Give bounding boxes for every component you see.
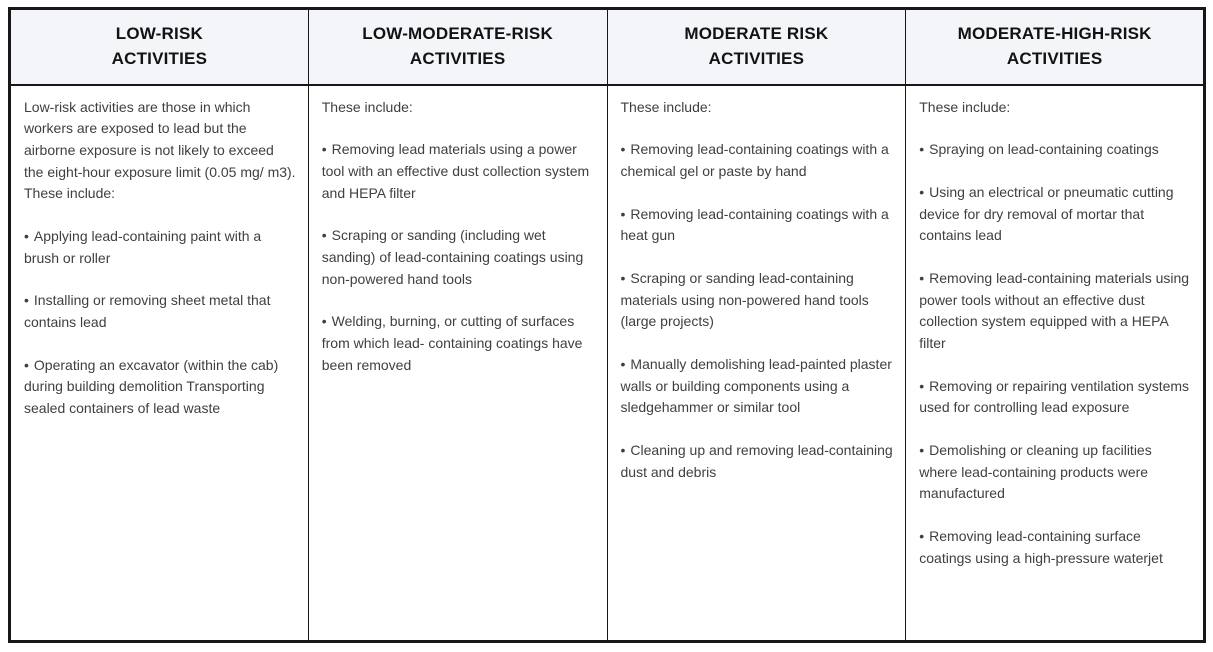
bullet-item: • Removing or repairing ventilation syste… <box>919 376 1191 419</box>
header-moderate-risk: MODERATE RISK ACTIVITIES <box>606 8 907 86</box>
bullet-marker: • <box>321 141 327 158</box>
bullet-text: Scraping or sanding (including wet sandi… <box>321 227 584 287</box>
intro-text: These include: <box>321 98 413 115</box>
bullet-item: • Manually demolishing lead-painted plast… <box>621 354 894 419</box>
cell-moderate-high-risk: These include: • Spraying on lead-contain… <box>905 84 1205 642</box>
header-low-moderate-risk: LOW-MODERATE-RISK ACTIVITIES <box>307 8 608 86</box>
bullet-marker: • <box>620 205 626 222</box>
bullet-marker: • <box>919 183 925 200</box>
bullet-item: • Demolishing or cleaning up facilities w… <box>919 440 1191 505</box>
bullet-item: • Cleaning up and removing lead-containin… <box>621 440 894 483</box>
header-row: LOW-RISK ACTIVITIES LOW-MODERATE-RISK AC… <box>9 8 1205 86</box>
bullet-text: Installing or removing sheet metal that … <box>24 292 271 330</box>
bullet-item: • Scraping or sanding lead-containing mat… <box>621 268 894 333</box>
header-line: ACTIVITIES <box>409 48 506 68</box>
bullet-text: Removing lead materials using a power to… <box>321 141 590 201</box>
bullet-marker: • <box>620 442 626 459</box>
header-line: ACTIVITIES <box>708 48 805 68</box>
bullet-item: • Spraying on lead-containing coatings <box>919 139 1191 161</box>
bullet-item: • Installing or removing sheet metal that… <box>24 290 296 333</box>
bullet-text: Operating an excavator (within the cab) … <box>24 356 279 417</box>
header-line: MODERATE RISK <box>684 24 829 44</box>
bullet-item: • Removing lead-containing coatings with … <box>621 204 894 247</box>
bullet-text: Demolishing or cleaning up facilities wh… <box>919 442 1152 502</box>
header-line: MODERATE-HIGH-RISK <box>957 24 1152 44</box>
bullet-text: Removing lead-containing materials using… <box>919 269 1190 351</box>
bullet-marker: • <box>919 442 925 459</box>
bullet-text: Spraying on lead-containing coatings <box>929 141 1159 158</box>
bullet-item: • Welding, burning, or cutting of surface… <box>322 311 595 376</box>
bullet-marker: • <box>24 356 29 373</box>
body-row: Low-risk activities are those in which w… <box>9 84 1205 642</box>
header-line: LOW-RISK <box>115 24 203 44</box>
bullet-item: • Applying lead-containing paint with a b… <box>24 226 296 269</box>
bullet-marker: • <box>24 292 29 309</box>
bullet-text: Removing lead-containing surface coating… <box>919 528 1163 566</box>
bullet-item: • Scraping or sanding (including wet sand… <box>322 225 595 290</box>
bullet-text: Removing or repairing ventilation system… <box>919 377 1190 416</box>
bullet-marker: • <box>919 528 925 545</box>
bullet-text: Manually demolishing lead-painted plaste… <box>620 356 892 416</box>
header-line: ACTIVITIES <box>1006 48 1103 68</box>
bullet-marker: • <box>24 227 29 244</box>
bullet-marker: • <box>919 377 925 394</box>
cell-low-risk: Low-risk activities are those in which w… <box>9 84 309 642</box>
bullet-marker: • <box>321 313 327 330</box>
header-line: LOW-MODERATE-RISK <box>362 24 553 44</box>
bullet-marker: • <box>620 356 626 372</box>
bullet-item: • Using an electrical or pneumatic cuttin… <box>919 182 1191 247</box>
intro-text: These include: <box>919 98 1011 115</box>
bullet-text: Removing lead-containing coatings with a… <box>620 205 889 244</box>
bullet-text: Cleaning up and removing lead-containing… <box>620 442 893 480</box>
bullet-item: • Operating an excavator (within the cab)… <box>24 355 296 420</box>
bullet-marker: • <box>620 269 626 286</box>
bullet-item: • Removing lead materials using a power t… <box>322 139 595 204</box>
bullet-item: • Removing lead-containing surface coatin… <box>919 526 1191 569</box>
bullet-marker: • <box>321 227 327 244</box>
intro-text: These include: <box>620 98 712 115</box>
bullet-item: • Removing lead-containing coatings with … <box>621 139 894 182</box>
intro-text: Low-risk activities are those in which w… <box>24 98 296 202</box>
bullet-text: Scraping or sanding lead-containing mate… <box>620 269 869 330</box>
cell-moderate-risk: These include: • Removing lead-containing… <box>606 84 907 642</box>
bullet-text: Applying lead-containing paint with a br… <box>24 227 262 266</box>
bullet-marker: • <box>919 269 925 286</box>
bullet-text: Welding, burning, or cutting of surfaces… <box>321 313 583 373</box>
bullet-marker: • <box>919 141 925 158</box>
cell-low-moderate-risk: These include: • Removing lead materials … <box>307 84 608 642</box>
bullet-marker: • <box>620 141 626 158</box>
bullet-text: Removing lead-containing coatings with a… <box>620 141 889 179</box>
bullet-item: • Removing lead-containing materials usin… <box>919 268 1191 355</box>
header-moderate-high-risk: MODERATE-HIGH-RISK ACTIVITIES <box>905 8 1205 86</box>
header-line: ACTIVITIES <box>111 48 208 68</box>
lead-risk-activities-table: LOW-RISK ACTIVITIES LOW-MODERATE-RISK AC… <box>8 7 1206 643</box>
header-low-risk: LOW-RISK ACTIVITIES <box>9 8 309 86</box>
bullet-text: Using an electrical or pneumatic cutting… <box>919 183 1174 244</box>
